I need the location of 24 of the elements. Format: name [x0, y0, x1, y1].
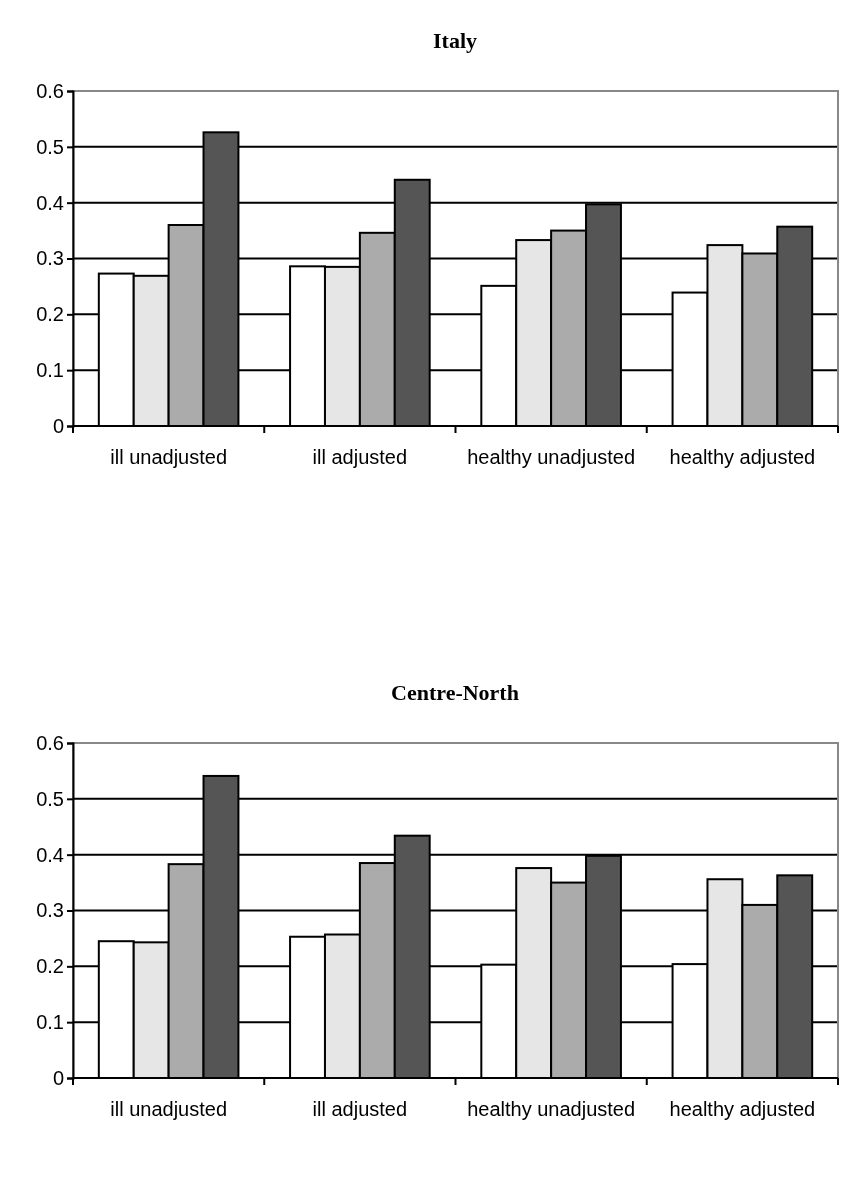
x-tick-label: ill adjusted: [312, 446, 408, 468]
y-tick-label: 0.5: [36, 135, 64, 158]
y-tick-label: 0.2: [36, 955, 64, 978]
y-tick-label: 0.4: [36, 191, 64, 214]
x-tick-label: healthy unadjusted: [467, 446, 636, 468]
x-tick-label: ill unadjusted: [110, 446, 227, 468]
x-tick-label: healthy unadjusted: [467, 1098, 636, 1120]
y-tick-label: 0.1: [36, 359, 64, 382]
x-tick-label: ill adjusted: [312, 1098, 408, 1120]
y-tick-label: 0.4: [36, 843, 64, 866]
chart-title: Italy: [433, 28, 477, 53]
x-tick-label: ill unadjusted: [110, 1098, 227, 1120]
x-tick-label: healthy adjusted: [669, 446, 816, 468]
y-tick-label: 0.1: [36, 1011, 64, 1034]
y-tick-label: 0: [52, 1066, 64, 1089]
y-tick-label: 0.3: [36, 899, 64, 922]
chart-title: Centre-North: [391, 680, 519, 705]
y-tick-label: 0.2: [36, 303, 64, 326]
y-tick-label: 0.3: [36, 247, 64, 270]
y-tick-label: 0.6: [36, 731, 64, 754]
y-tick-label: 0: [52, 414, 64, 437]
y-tick-label: 0.5: [36, 787, 64, 810]
y-tick-label: 0.6: [36, 79, 64, 102]
x-tick-label: healthy adjusted: [669, 1098, 816, 1120]
